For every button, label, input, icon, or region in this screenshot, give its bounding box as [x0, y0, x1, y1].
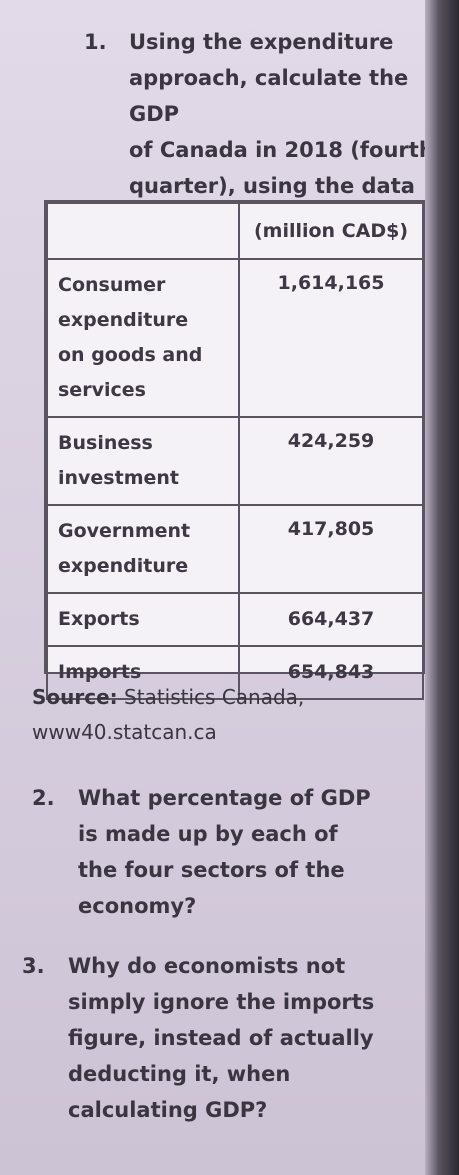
source-text: Statistics Canada, [117, 685, 305, 709]
question-3-text: Why do economists not simply ignore the … [68, 954, 375, 1122]
row-label: Government expenditure [46, 504, 240, 594]
question-3-number: 3. [22, 954, 45, 978]
question-2-text-after: sectors of the economy? [78, 858, 345, 918]
question-1-text: Using the expenditure approach, calculat… [129, 30, 434, 234]
table-row: Business investment 424,259 [46, 416, 424, 506]
question-2-text-bold: four [124, 858, 174, 882]
table-row: Imports 654,843 [46, 645, 424, 700]
question-2-number: 2. [32, 786, 55, 810]
table-header-blank [46, 202, 240, 260]
source-label: Source: [32, 685, 118, 709]
source-note: Source: Statistics Canada, www40.statcan… [32, 680, 304, 750]
table-header-row: (million CAD$) [46, 202, 424, 260]
table-header-unit: (million CAD$) [238, 202, 424, 260]
question-1-number: 1. [84, 30, 107, 54]
page-edge-shadow [425, 0, 459, 1175]
row-label: Business investment [46, 416, 240, 506]
row-value: 664,437 [238, 592, 424, 647]
question-2-text-before: What percentage of GDP is made up by eac… [78, 786, 371, 882]
row-value: 1,614,165 [238, 258, 424, 418]
question-2-text: What percentage of GDP is made up by eac… [78, 780, 398, 924]
source-url: www40.statcan.ca [32, 720, 217, 744]
table-row: Government expenditure 417,805 [46, 504, 424, 594]
row-value: 654,843 [238, 645, 424, 700]
gdp-data-table: (million CAD$) Consumer expenditure on g… [44, 200, 426, 700]
row-label: Consumer expenditure on goods and servic… [46, 258, 240, 418]
textbook-page: 1. Using the expenditure approach, calcu… [0, 0, 434, 1175]
row-label: Imports [46, 645, 240, 700]
table-row: Consumer expenditure on goods and servic… [46, 258, 424, 418]
row-value: 424,259 [238, 416, 424, 506]
row-label: Exports [46, 592, 240, 647]
table-row: Exports 664,437 [46, 592, 424, 647]
row-value: 417,805 [238, 504, 424, 594]
